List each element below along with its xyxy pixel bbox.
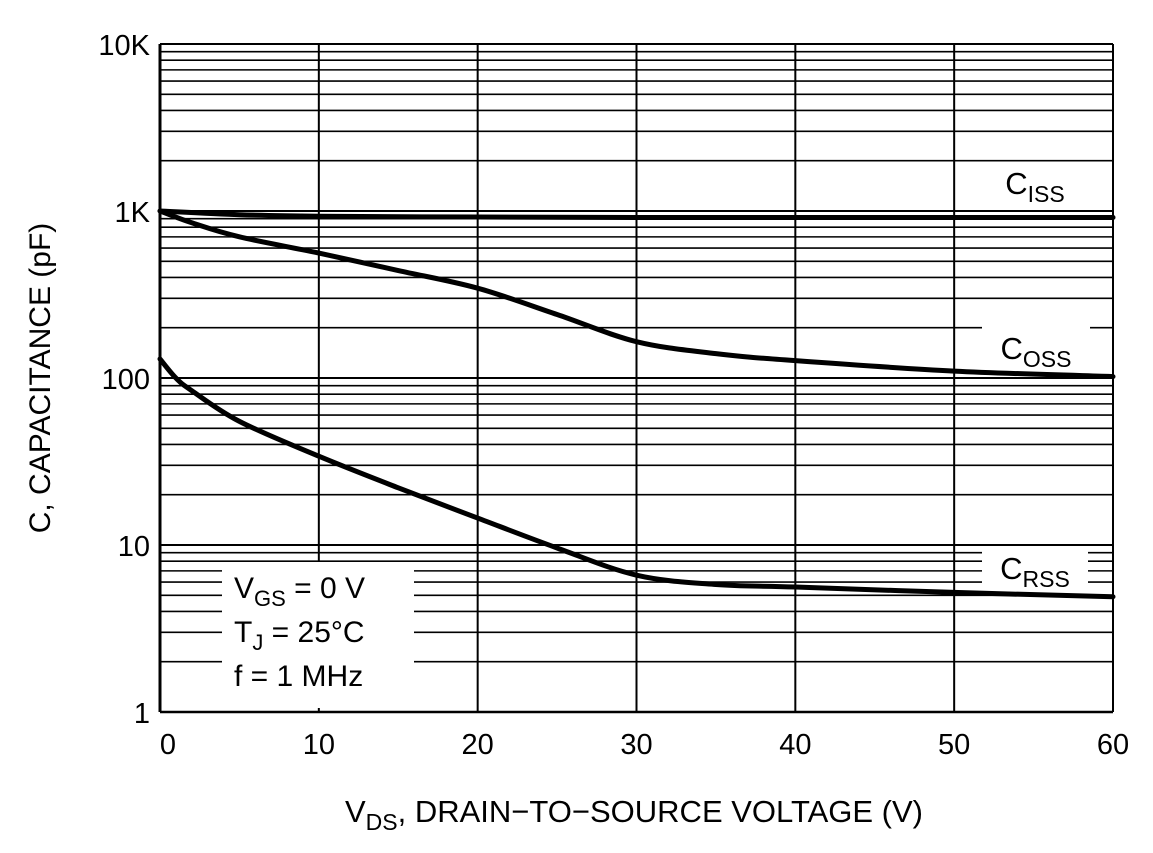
series-line-oss	[157, 208, 1116, 380]
annotation-line: VGS = 0 V	[234, 572, 365, 611]
series-label-rss: CRSS	[1000, 551, 1070, 592]
y-tick-label: 10K	[98, 30, 150, 62]
y-axis-label: C, CAPACITANCE (pF)	[24, 223, 57, 534]
annotation-line: TJ = 25°C	[234, 616, 365, 655]
x-tick-label: 40	[779, 729, 811, 761]
series-label-background	[982, 325, 1090, 365]
x-tick-label: 60	[1097, 729, 1129, 761]
x-tick-label: 10	[303, 729, 335, 761]
y-tick-label: 100	[102, 364, 150, 396]
series-labels: CISS COSS CRSS	[982, 166, 1090, 592]
annotation-line: f = 1 MHz	[234, 660, 363, 693]
x-tick-label: 50	[938, 729, 970, 761]
series-line-iss	[157, 208, 1116, 220]
series-label-oss: COSS	[1001, 331, 1072, 372]
series-label-background	[982, 548, 1088, 585]
series-line-rss	[157, 356, 1116, 600]
x-tick-label: 20	[462, 729, 494, 761]
series-label-background	[990, 170, 1080, 206]
conditions-annotation: VGS = 0 V TJ = 25°C f = 1 MHz	[222, 562, 414, 708]
x-axis-label: VDS, DRAIN−TO−SOURCE VOLTAGE (V)	[345, 794, 923, 835]
y-tick-label: 1	[134, 698, 150, 730]
annotation-background	[222, 562, 414, 708]
x-tick-label: 30	[620, 729, 652, 761]
x-tick-label: 0	[160, 729, 176, 761]
y-tick-label: 1K	[115, 197, 151, 229]
tick-labels: 0 10 20 30 40 50 60 1 10 100 1K 10K	[98, 30, 1129, 761]
y-tick-label: 10	[118, 531, 150, 563]
curves	[157, 208, 1116, 600]
series-label-iss: CISS	[1005, 166, 1064, 207]
